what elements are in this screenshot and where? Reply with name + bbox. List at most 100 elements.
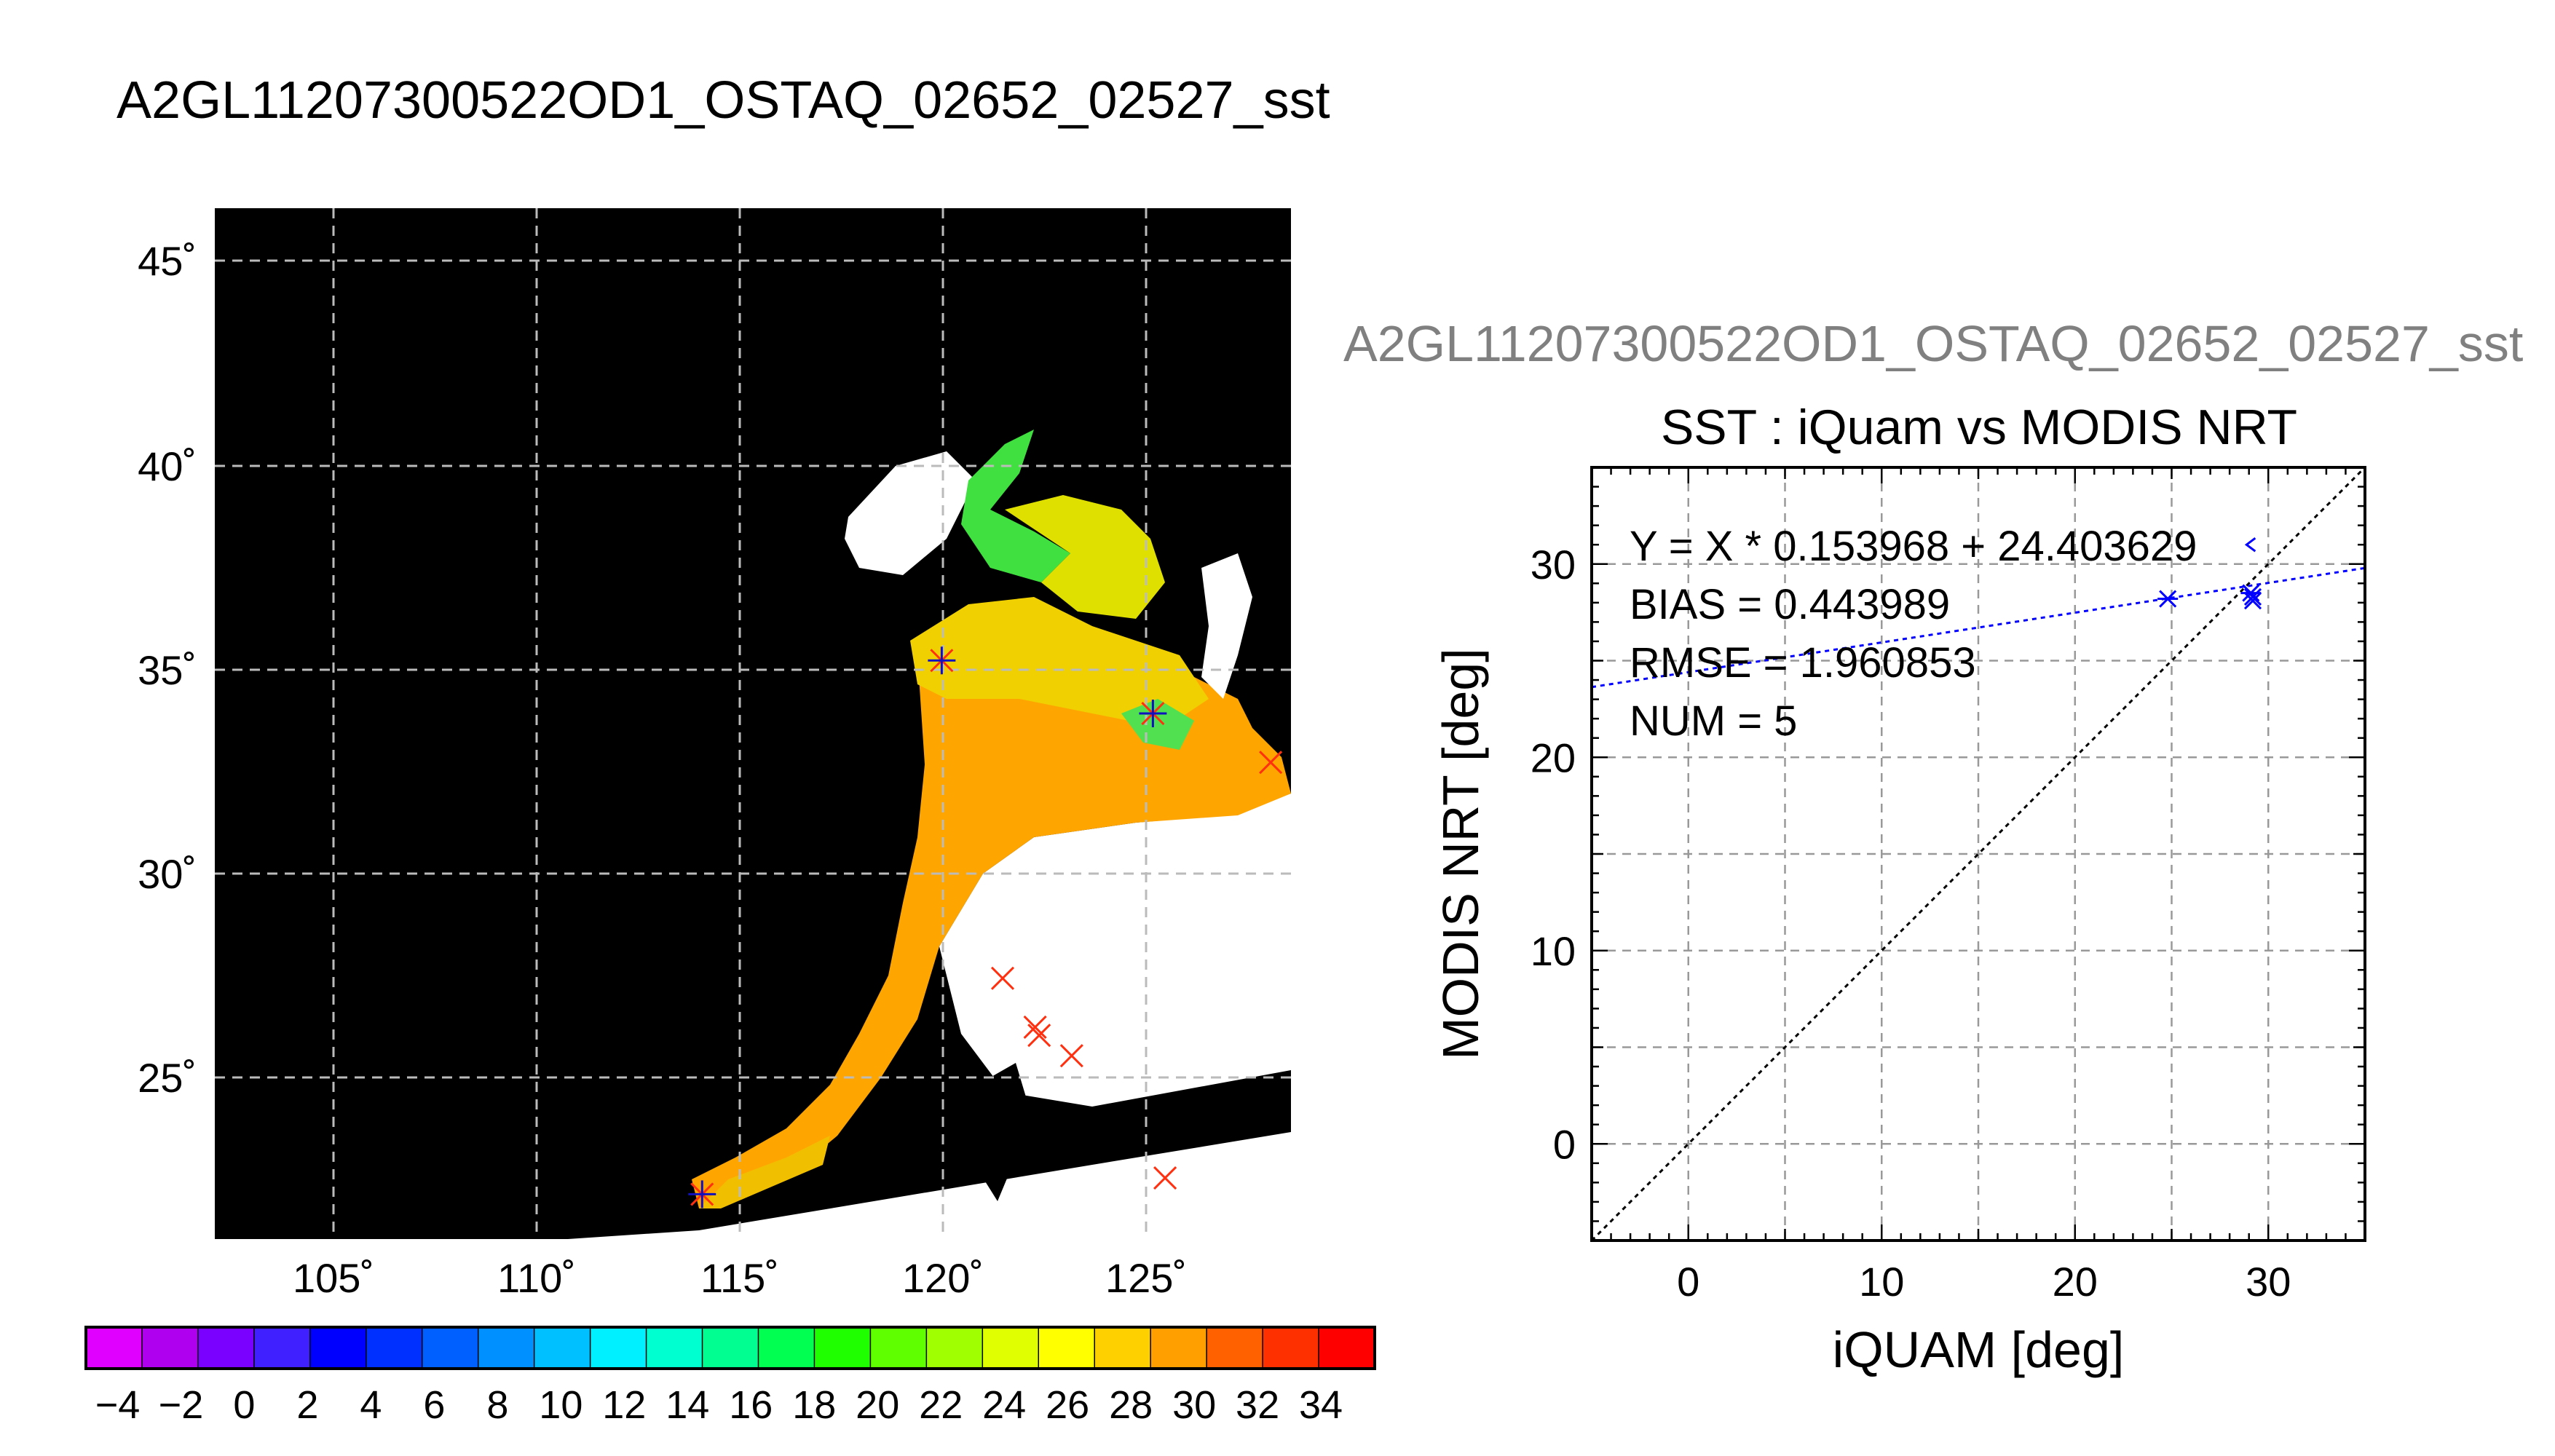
- map-grid: [215, 208, 1291, 1239]
- matchup-cross-marker: [1027, 1024, 1051, 1048]
- colorbar-cell: [1263, 1327, 1319, 1369]
- matchup-star-marker: [1139, 700, 1167, 728]
- colorbar-cell: [197, 1327, 255, 1369]
- scatter-point: [2244, 537, 2256, 553]
- colorbar-cell: [422, 1327, 479, 1369]
- korea-coast: [1201, 553, 1252, 699]
- colorbar-cell: [86, 1327, 143, 1369]
- stats-equation: Y = X * 0.153968 + 24.403629: [1630, 523, 2197, 570]
- matchup-star-marker: [928, 646, 956, 675]
- colorbar-cell: [366, 1327, 423, 1369]
- colorbar-cell: [926, 1327, 983, 1369]
- y-tick-label: 20: [1531, 735, 1576, 780]
- scatter-ticks: 0 10 20 30 0 10 20 30: [1531, 466, 2366, 1305]
- colorbar-cell: [870, 1327, 927, 1369]
- colorbar-label: 16: [729, 1383, 773, 1427]
- lon-label-115: 115˚: [700, 1255, 779, 1301]
- colorbar-cell: [478, 1327, 535, 1369]
- colorbar-cell: [1094, 1327, 1151, 1369]
- map-data-layer: [568, 430, 1291, 1239]
- colorbar-label: 14: [666, 1383, 709, 1427]
- scatter-stats: Y = X * 0.153968 + 24.403629 BIAS = 0.44…: [1630, 523, 2197, 745]
- colorbar-label: 32: [1236, 1383, 1279, 1427]
- colorbar-cell: [1038, 1327, 1095, 1369]
- sst-field-main: [692, 626, 1291, 1208]
- taiwan-land: [976, 1063, 1027, 1201]
- lat-label-35: 35˚: [138, 647, 197, 693]
- scatter-header: A2GL11207300522OD1_OSTAQ_02652_02527_sst: [1343, 315, 2523, 372]
- stats-rmse: RMSE = 1.960853: [1630, 639, 1976, 687]
- colorbar-label: 26: [1046, 1383, 1089, 1427]
- colorbar-cell: [590, 1327, 647, 1369]
- lat-label-25: 25˚: [138, 1055, 197, 1101]
- colorbar-label: 0: [233, 1383, 255, 1427]
- colorbar-cell: [1319, 1327, 1375, 1369]
- no-data-region-east: [939, 794, 1291, 1107]
- colorbar-label: 10: [539, 1383, 583, 1427]
- colorbar-labels: −4 −2 0 2 4 6 8 10 12 14 16 18 20 22 24 26 28 30 32 34: [95, 1383, 1343, 1427]
- stats-bias: BIAS = 0.443989: [1630, 581, 1950, 628]
- sst-map: 45˚ 40˚ 35˚ 30˚ 25˚ 105˚ 110˚ 115˚ 120˚ …: [138, 208, 1291, 1301]
- colorbar-cell: [534, 1327, 591, 1369]
- map-lat-labels: 45˚ 40˚ 35˚ 30˚ 25˚: [138, 238, 197, 1101]
- colorbar-cell: [1207, 1327, 1263, 1369]
- lon-label-125: 125˚: [1105, 1255, 1187, 1301]
- matchup-cross-marker: [1023, 1015, 1047, 1040]
- scatter-xlabel: iQUAM [deg]: [1833, 1321, 2125, 1378]
- identity-line: [1592, 467, 2365, 1241]
- x-tick-label: 10: [1859, 1259, 1904, 1305]
- sst-field-green-mid: [1121, 699, 1194, 750]
- colorbar-cell: [253, 1327, 311, 1369]
- colorbar-label: 28: [1109, 1383, 1153, 1427]
- scatter-point: [2243, 587, 2262, 606]
- sst-field-yellow-north: [1005, 495, 1165, 619]
- sst-field-green-north: [961, 430, 1070, 582]
- colorbar-label: 8: [486, 1383, 508, 1427]
- no-data-bohai: [845, 451, 976, 575]
- colorbar-cell: [1150, 1327, 1207, 1369]
- scatter-title: SST : iQuam vs MODIS NRT: [1661, 400, 2297, 455]
- colorbar-cell: [702, 1327, 759, 1369]
- colorbar-label: 24: [982, 1383, 1026, 1427]
- colorbar-frame: [84, 1326, 1376, 1370]
- y-tick-label: 30: [1531, 542, 1576, 587]
- no-data-swath: [568, 1070, 1291, 1239]
- colorbar-cell: [814, 1327, 871, 1369]
- y-tick-label: 10: [1531, 928, 1576, 974]
- x-tick-label: 30: [2246, 1259, 2291, 1305]
- colorbar-label: 2: [296, 1383, 318, 1427]
- y-tick-label: 0: [1553, 1121, 1576, 1167]
- x-tick-label: 0: [1677, 1259, 1699, 1305]
- matchup-star-marker: [688, 1180, 716, 1208]
- colorbar-label: 6: [423, 1383, 445, 1427]
- map-matchups: [688, 646, 1283, 1208]
- sst-field-yellow: [910, 597, 1209, 728]
- colorbar-label: −2: [159, 1383, 204, 1427]
- lon-label-110: 110˚: [497, 1255, 576, 1301]
- lat-label-30: 30˚: [138, 851, 197, 897]
- colorbar-cells: [86, 1327, 1375, 1369]
- matchup-cross-marker: [1153, 1166, 1177, 1190]
- colorbar-label: 4: [360, 1383, 382, 1427]
- scatter-ylabel: MODIS NRT [deg]: [1432, 648, 1489, 1059]
- colorbar-cell: [758, 1327, 815, 1369]
- colorbar-label: 22: [919, 1383, 963, 1427]
- colorbar-label: −4: [95, 1383, 141, 1427]
- scatter-point: [2243, 592, 2262, 610]
- lat-label-40: 40˚: [138, 443, 197, 489]
- colorbar-label: 18: [792, 1383, 836, 1427]
- colorbar: −4 −2 0 2 4 6 8 10 12 14 16 18 20 22 24 26 28 30 32 34: [84, 1326, 1376, 1427]
- scatter-point: [2157, 590, 2179, 608]
- scatter-points: [2157, 537, 2262, 610]
- x-tick-label: 20: [2053, 1259, 2098, 1305]
- colorbar-cell: [646, 1327, 703, 1369]
- matchup-cross-marker: [990, 966, 1015, 990]
- colorbar-cell: [309, 1327, 367, 1369]
- map-lon-labels: 105˚ 110˚ 115˚ 120˚ 125˚: [293, 1255, 1187, 1301]
- stats-num: NUM = 5: [1630, 697, 1797, 745]
- colorbar-label: 30: [1172, 1383, 1216, 1427]
- lon-label-105: 105˚: [293, 1255, 374, 1301]
- colorbar-label: 34: [1299, 1383, 1343, 1427]
- south-coast-field: [699, 1136, 830, 1208]
